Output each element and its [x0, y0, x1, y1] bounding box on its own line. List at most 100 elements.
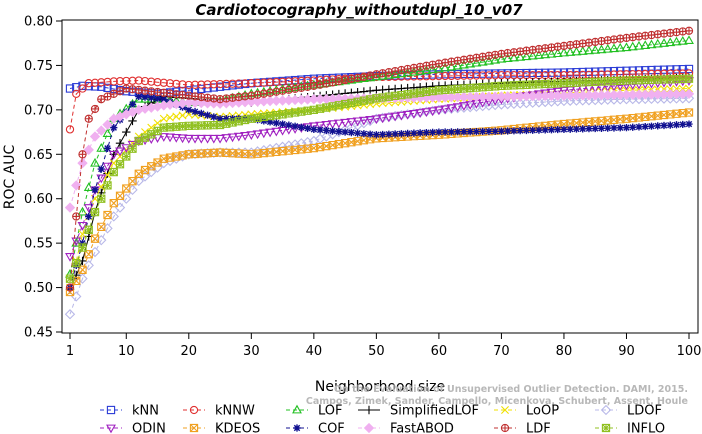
- data-point-lof-78: [546, 48, 557, 58]
- data-point-inflo-3: [78, 243, 87, 252]
- data-point-lof-81: [565, 47, 576, 56]
- legend-entry-odin: ODIN: [100, 422, 166, 434]
- data-point-knnw-7: [103, 77, 112, 87]
- data-point-knnw-27: [228, 79, 237, 88]
- data-point-knnw-69: [491, 71, 500, 80]
- data-point-knn-1: [65, 84, 75, 93]
- data-point-lof-74: [521, 51, 532, 61]
- data-point-inflo-50: [372, 94, 381, 103]
- data-point-cof-60: [435, 128, 443, 136]
- data-point-simplifiedlof-9: [115, 138, 125, 148]
- data-point-knnw-31: [253, 78, 262, 88]
- data-point-knnw-6: [97, 78, 106, 87]
- data-point-cof-73: [516, 127, 524, 135]
- data-point-lof-100: [684, 35, 694, 44]
- data-point-odin-25: [215, 134, 226, 144]
- data-point-lof-99: [677, 35, 688, 45]
- data-point-inflo-9: [115, 160, 125, 169]
- data-point-lof-85: [590, 45, 601, 54]
- data-point-cof-15: [153, 94, 162, 103]
- data-point-lof-69: [490, 54, 501, 64]
- data-point-cof-97: [666, 121, 674, 129]
- series-line-loop: [69, 88, 690, 288]
- data-point-cof-44: [335, 127, 343, 136]
- x-tick-label-100: 100: [677, 344, 702, 359]
- data-point-kdeos-4: [84, 250, 93, 259]
- data-point-odin-59: [427, 107, 438, 117]
- data-point-fastabod-2: [71, 180, 82, 191]
- data-point-cof-98: [672, 121, 681, 129]
- data-point-inflo-13: [140, 133, 150, 142]
- data-point-lof-76: [533, 50, 544, 59]
- data-point-knnw-23: [203, 80, 212, 89]
- data-point-knn-95: [653, 65, 662, 75]
- data-point-odin-29: [240, 132, 251, 141]
- data-point-cof-54: [397, 130, 405, 138]
- x-tick-label-80: 80: [556, 344, 573, 359]
- data-point-cof-14: [147, 94, 155, 102]
- series-layer: [64, 26, 695, 320]
- legend-label-ldf: LDF: [526, 422, 551, 434]
- legend-marker-knnw: [189, 405, 199, 415]
- data-point-knnw-16: [159, 78, 168, 87]
- data-point-lof-58: [421, 65, 432, 75]
- data-point-cof-7: [103, 144, 112, 152]
- data-point-inflo-15: [153, 126, 162, 136]
- data-point-inflo-14: [147, 130, 156, 139]
- data-point-ldof-4: [83, 260, 94, 271]
- data-point-odin-41: [315, 121, 326, 131]
- data-point-cof-58: [422, 129, 430, 137]
- data-point-lof-77: [540, 49, 551, 59]
- legend-label-kdeos: KDEOS: [215, 422, 260, 434]
- data-point-kdeos-3: [78, 265, 87, 274]
- data-point-cof-3: [78, 239, 87, 247]
- data-point-odin-34: [271, 127, 282, 137]
- data-point-inflo-56: [409, 89, 419, 98]
- data-point-fastabod-7: [102, 119, 113, 130]
- series-fastabod: [64, 88, 695, 213]
- data-point-cof-96: [660, 121, 668, 130]
- data-point-cof-46: [347, 129, 355, 137]
- data-point-kdeos-7: [103, 210, 112, 220]
- data-point-cof-87: [604, 124, 612, 132]
- data-point-cof-13: [141, 93, 149, 101]
- data-point-cof-11: [128, 100, 137, 108]
- data-point-kdeos-11: [128, 177, 137, 186]
- data-point-inflo-2: [72, 258, 81, 268]
- data-point-knnw-9: [115, 77, 125, 86]
- data-point-inflo-7: [103, 181, 112, 190]
- legend-label-cof: COF: [318, 422, 345, 434]
- data-point-cof-42: [322, 126, 330, 135]
- data-point-cof-79: [554, 125, 562, 134]
- data-point-cof-34: [272, 119, 280, 127]
- data-point-inflo-57: [415, 88, 425, 97]
- legend-label-knn: kNN: [132, 404, 159, 419]
- data-point-odin-3: [77, 221, 88, 231]
- data-point-knnw-19: [178, 80, 187, 89]
- data-point-odin-47: [352, 117, 363, 127]
- data-point-odin-63: [452, 103, 463, 112]
- data-point-cof-8: [110, 124, 118, 132]
- data-point-lof-6: [96, 143, 107, 152]
- data-point-inflo-27: [228, 118, 237, 127]
- data-point-odin-20: [183, 134, 194, 144]
- series-line-fastabod: [69, 93, 690, 208]
- data-point-knnw-15: [153, 78, 162, 87]
- data-point-inflo-5: [90, 207, 100, 217]
- data-point-knnw-13: [140, 76, 150, 86]
- data-point-knnw-26: [222, 79, 231, 89]
- data-point-lof-82: [571, 46, 582, 56]
- legend-entry-kdeos: KDEOS: [183, 422, 260, 434]
- y-tick-label-0.65: 0.65: [24, 148, 53, 163]
- data-point-inflo-8: [109, 167, 118, 177]
- data-point-cof-49: [366, 130, 374, 138]
- data-point-cof-72: [510, 127, 518, 135]
- data-point-odin-44: [333, 119, 344, 129]
- data-point-lof-96: [659, 38, 669, 47]
- data-point-lof-3: [77, 206, 88, 216]
- data-point-inflo-49: [365, 95, 375, 104]
- data-point-knnw-28: [234, 79, 243, 88]
- data-point-cof-38: [297, 123, 305, 131]
- data-point-odin-9: [115, 147, 125, 157]
- data-point-knnw-32: [259, 78, 268, 87]
